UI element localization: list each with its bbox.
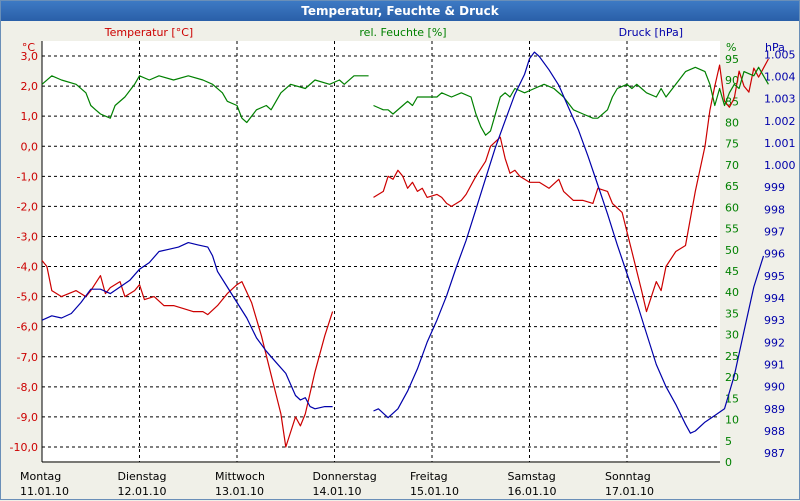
humidity-tick-label: 5 [725, 435, 732, 448]
temperature-tick-label: -3,0 [17, 230, 38, 243]
humidity-tick-label: 40 [725, 286, 739, 299]
day-date-label: 12.01.10 [118, 485, 167, 498]
day-name-label: Donnerstag [313, 470, 377, 483]
pressure-tick-label: 1.003 [764, 93, 796, 106]
pressure-tick-label: 987 [764, 447, 785, 460]
humidity-tick-label: 45 [725, 265, 739, 278]
day-date-label: 14.01.10 [313, 485, 362, 498]
humidity-tick-label: 55 [725, 223, 739, 236]
plot-area [42, 41, 720, 461]
day-date-label: 15.01.10 [410, 485, 459, 498]
temperature-tick-label: -10,0 [10, 441, 38, 454]
pressure-tick-label: 992 [764, 336, 785, 349]
pressure-tick-label: 997 [764, 226, 785, 239]
temperature-tick-label: -8,0 [17, 381, 38, 394]
pressure-tick-label: 990 [764, 381, 785, 394]
pressure-tick-label: 1.005 [764, 48, 796, 61]
temperature-tick-label: 0,0 [21, 140, 39, 153]
temperature-tick-label: -6,0 [17, 321, 38, 334]
pressure-tick-label: 989 [764, 403, 785, 416]
humidity-tick-label: 90 [725, 74, 739, 87]
pressure-tick-label: 998 [764, 203, 785, 216]
humidity-tick-label: 25 [725, 350, 739, 363]
day-name-label: Samstag [508, 470, 556, 483]
pressure-tick-label: 1.001 [764, 137, 796, 150]
pressure-tick-label: 1.004 [764, 70, 796, 83]
temperature-tick-label: -2,0 [17, 200, 38, 213]
pressure-line [41, 242, 333, 410]
temperature-unit: °C [22, 41, 36, 54]
pressure-tick-label: 1.000 [764, 159, 796, 172]
temperature-tick-label: 1,0 [21, 110, 39, 123]
humidity-line [373, 66, 769, 136]
temperature-tick-label: -4,0 [17, 261, 38, 274]
temperature-tick-label: -7,0 [17, 351, 38, 364]
series-lines [41, 51, 769, 448]
temperature-line [41, 260, 334, 448]
humidity-line [41, 75, 369, 124]
temperature-tick-label: 3,0 [21, 50, 39, 63]
grid-lines [42, 41, 720, 462]
pressure-tick-label: 991 [764, 359, 785, 372]
pressure-ticks: 1.005 1.004 1.003 1.002 1.001 1.000 999 998 997 9… [764, 48, 796, 460]
humidity-tick-label: 70 [725, 159, 739, 172]
day-name-label: Mittwoch [215, 470, 265, 483]
day-date-label: 16.01.10 [508, 485, 557, 498]
humidity-tick-label: 60 [725, 201, 739, 214]
humidity-tick-label: 95 [725, 53, 739, 66]
humidity-axis-label: rel. Feuchte [%] [359, 26, 446, 39]
humidity-tick-label: 65 [725, 180, 739, 193]
humidity-tick-label: 75 [725, 138, 739, 151]
day-name-label: Freitag [410, 470, 448, 483]
humidity-tick-label: 10 [725, 414, 739, 427]
pressure-tick-label: 993 [764, 314, 785, 327]
day-name-label: Montag [20, 470, 61, 483]
temperature-line [373, 58, 769, 313]
window-title: Temperatur, Feuchte & Druck [1, 1, 799, 21]
day-date-label: 17.01.10 [605, 485, 654, 498]
pressure-tick-label: 995 [764, 270, 785, 283]
pressure-tick-label: 988 [764, 425, 785, 438]
humidity-tick-label: 20 [725, 371, 739, 384]
humidity-tick-label: 30 [725, 329, 739, 342]
pressure-tick-label: 1.002 [764, 115, 796, 128]
pressure-unit: hPa [765, 41, 785, 54]
temperature-tick-label: 2,0 [21, 80, 39, 93]
humidity-unit: % [726, 41, 736, 54]
temperature-axis-label: Temperatur [°C] [104, 26, 193, 39]
humidity-tick-label: 50 [725, 244, 739, 257]
temperature-ticks: 3,0 2,0 1,0 0,0 -1,0 -2,0 -3,0 -4,0 -5,0 -6,0 -7,0… [10, 50, 38, 454]
day-date-label: 13.01.10 [215, 485, 264, 498]
humidity-tick-label: 0 [725, 456, 732, 469]
pressure-axis-label: Druck [hPa] [619, 26, 683, 39]
temperature-tick-label: -5,0 [17, 291, 38, 304]
temperature-tick-label: -1,0 [17, 170, 38, 183]
pressure-line [373, 51, 765, 434]
pressure-tick-label: 999 [764, 181, 785, 194]
pressure-tick-label: 994 [764, 292, 785, 305]
day-name-label: Sonntag [605, 470, 651, 483]
humidity-tick-label: 35 [725, 307, 739, 320]
temperature-tick-label: -9,0 [17, 411, 38, 424]
day-date-label: 11.01.10 [20, 485, 69, 498]
pressure-tick-label: 996 [764, 248, 785, 261]
humidity-tick-label: 80 [725, 116, 739, 129]
day-name-label: Dienstag [118, 470, 167, 483]
day-labels: Montag 11.01.10 Dienstag 12.01.10 Mittwoch 13… [20, 470, 654, 498]
